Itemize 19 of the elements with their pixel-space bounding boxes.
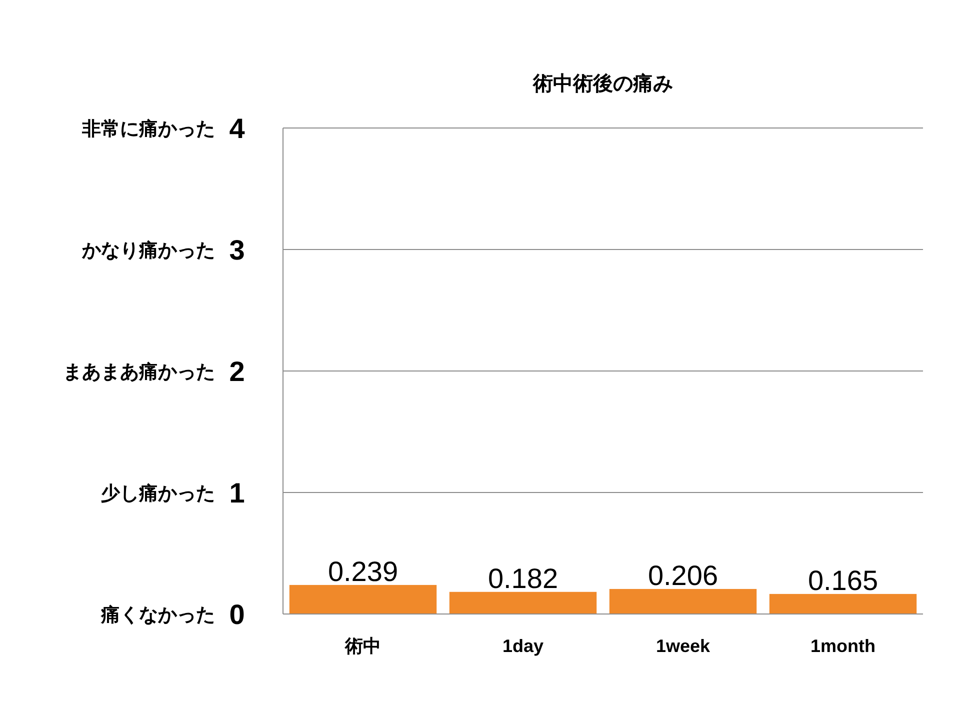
x-tick-label: 1week — [656, 636, 712, 656]
y-tick-label: 4 — [229, 113, 246, 144]
data-label: 0.239 — [328, 556, 398, 587]
text: かなり痛かった — [81, 240, 215, 262]
x-tick-label: 術中 — [344, 636, 381, 656]
y-tick-label: 1 — [229, 478, 245, 508]
y-tick-label: 3 — [229, 234, 245, 266]
text: 痛くなかった — [100, 604, 215, 626]
x-tick-label: 1month — [810, 636, 876, 656]
y-tick-label: 0 — [229, 599, 245, 630]
text: 非常に痛かった — [81, 118, 215, 140]
title: 術中術後の痛み — [533, 73, 673, 95]
data-label: 0.182 — [488, 562, 558, 594]
text: 少し痛かった — [101, 482, 215, 504]
text: まあまあ痛かった — [63, 361, 215, 383]
data-label: 0.165 — [808, 564, 878, 596]
y-tick-label: 2 — [229, 356, 245, 387]
data-label: 0.206 — [648, 560, 718, 591]
x-tick-label: 1day — [502, 636, 544, 656]
